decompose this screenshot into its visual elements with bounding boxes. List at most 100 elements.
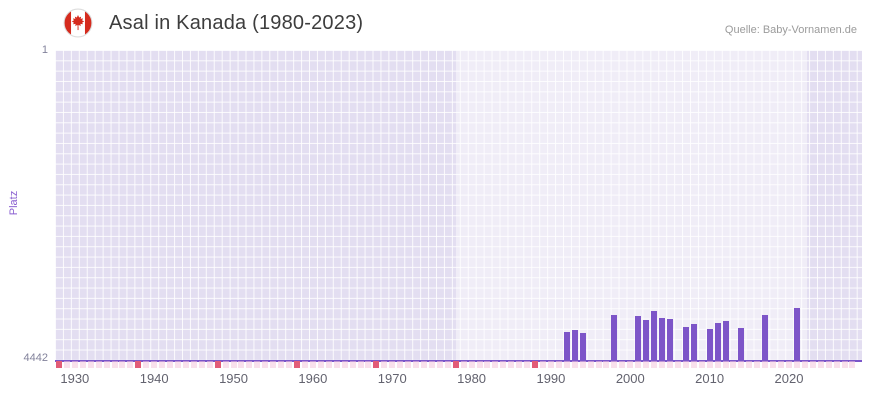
no-rank-marker — [428, 361, 435, 368]
no-rank-marker — [460, 361, 467, 368]
no-rank-marker — [103, 361, 110, 368]
rank-bar-1998[interactable] — [611, 314, 618, 360]
no-rank-marker — [540, 361, 546, 368]
no-rank-marker — [682, 361, 689, 368]
no-rank-marker — [659, 361, 666, 368]
rank-bar-1993[interactable] — [571, 329, 578, 360]
no-rank-marker — [762, 361, 769, 368]
chart-header: Asal in Kanada (1980-2023) — [63, 8, 363, 38]
y-axis-top-tick: 1 — [41, 44, 48, 56]
no-rank-marker — [309, 361, 316, 368]
no-rank-marker — [341, 361, 348, 368]
no-rank-marker — [706, 361, 713, 368]
no-rank-marker — [674, 361, 681, 368]
no-rank-marker — [833, 361, 840, 368]
rank-bar-2010[interactable] — [706, 329, 713, 360]
source-credit: Quelle: Baby-Vornamen.de — [724, 24, 857, 36]
rank-bar-2017[interactable] — [762, 314, 769, 360]
no-rank-marker — [468, 361, 475, 368]
no-rank-marker — [71, 361, 78, 368]
no-rank-marker — [738, 361, 745, 368]
no-rank-marker-strong — [55, 361, 62, 368]
no-rank-marker — [746, 361, 753, 368]
chart-title: Asal in Kanada (1980-2023) — [109, 11, 364, 34]
no-rank-marker — [484, 361, 491, 368]
rank-bar-2004[interactable] — [659, 317, 666, 360]
rank-bar-2008[interactable] — [690, 323, 697, 360]
no-rank-marker-strong — [532, 361, 539, 368]
no-rank-marker — [230, 361, 237, 368]
y-axis-label: Platz — [8, 190, 20, 216]
x-tick-label-1950: 1950 — [219, 371, 248, 386]
no-rank-marker-strong — [294, 361, 301, 368]
no-rank-marker — [500, 361, 507, 368]
no-rank-marker — [79, 361, 86, 368]
no-rank-marker — [595, 361, 602, 368]
no-rank-marker — [516, 361, 523, 368]
no-rank-marker — [579, 361, 586, 368]
rank-bar-2005[interactable] — [666, 319, 673, 360]
no-rank-marker — [222, 361, 229, 368]
rank-bar-2002[interactable] — [643, 320, 650, 360]
no-rank-marker — [555, 361, 562, 368]
no-rank-marker — [198, 361, 205, 368]
rank-bar-1992[interactable] — [563, 332, 570, 360]
no-rank-marker — [357, 361, 364, 368]
rank-bar-2012[interactable] — [722, 320, 729, 360]
no-rank-marker — [603, 361, 610, 368]
no-rank-marker — [666, 361, 673, 368]
no-rank-marker — [571, 361, 578, 368]
no-rank-marker — [111, 361, 118, 368]
no-rank-marker — [270, 361, 277, 368]
no-rank-marker — [413, 361, 420, 368]
no-rank-marker — [730, 361, 737, 368]
no-rank-marker — [301, 361, 308, 368]
no-rank-marker-strong — [135, 361, 142, 368]
no-rank-marker — [722, 361, 729, 368]
x-tick-label-2020: 2020 — [774, 371, 804, 386]
no-rank-marker — [159, 361, 166, 368]
rank-bar-2021[interactable] — [793, 308, 800, 360]
no-rank-marker — [444, 361, 451, 368]
no-rank-marker — [651, 361, 658, 368]
x-tick-label-1990: 1990 — [536, 371, 566, 386]
no-rank-marker — [206, 361, 213, 368]
no-rank-marker — [841, 361, 848, 368]
no-rank-marker — [325, 361, 332, 368]
no-rank-marker — [635, 361, 642, 368]
rank-bar-2001[interactable] — [635, 316, 642, 360]
no-rank-marker — [524, 361, 531, 368]
y-axis-bottom-tick: 4442 — [23, 352, 48, 364]
no-rank-marker-strong — [373, 361, 380, 368]
no-rank-marker — [63, 361, 70, 368]
no-rank-marker — [698, 361, 705, 368]
no-rank-marker — [714, 361, 721, 368]
no-rank-marker — [87, 361, 94, 368]
no-rank-marker — [119, 361, 126, 368]
no-rank-marker — [278, 361, 285, 368]
canada-flag-icon — [63, 8, 93, 38]
rank-bar-1994[interactable] — [579, 333, 586, 360]
rank-bar-2011[interactable] — [714, 323, 721, 360]
no-rank-marker — [611, 361, 618, 368]
rank-bar-2003[interactable] — [651, 311, 658, 360]
no-rank-marker — [143, 361, 150, 368]
no-rank-marker — [587, 361, 594, 368]
no-rank-marker — [801, 361, 808, 368]
no-rank-marker — [333, 361, 340, 368]
no-rank-marker — [476, 361, 483, 368]
rank-bar-2014[interactable] — [738, 328, 745, 360]
rank-bar-2007[interactable] — [682, 327, 689, 360]
no-rank-marker — [365, 361, 372, 368]
no-rank-marker — [643, 361, 650, 368]
no-rank-marker — [262, 361, 269, 368]
no-rank-marker — [420, 361, 427, 368]
x-tick-label-1980: 1980 — [457, 371, 487, 386]
no-rank-marker — [793, 361, 800, 368]
no-rank-marker-strong — [452, 361, 459, 368]
no-rank-marker — [547, 361, 554, 368]
no-rank-marker — [174, 361, 181, 368]
no-rank-marker — [849, 361, 856, 368]
no-rank-marker — [785, 361, 792, 368]
no-rank-marker — [405, 361, 412, 368]
